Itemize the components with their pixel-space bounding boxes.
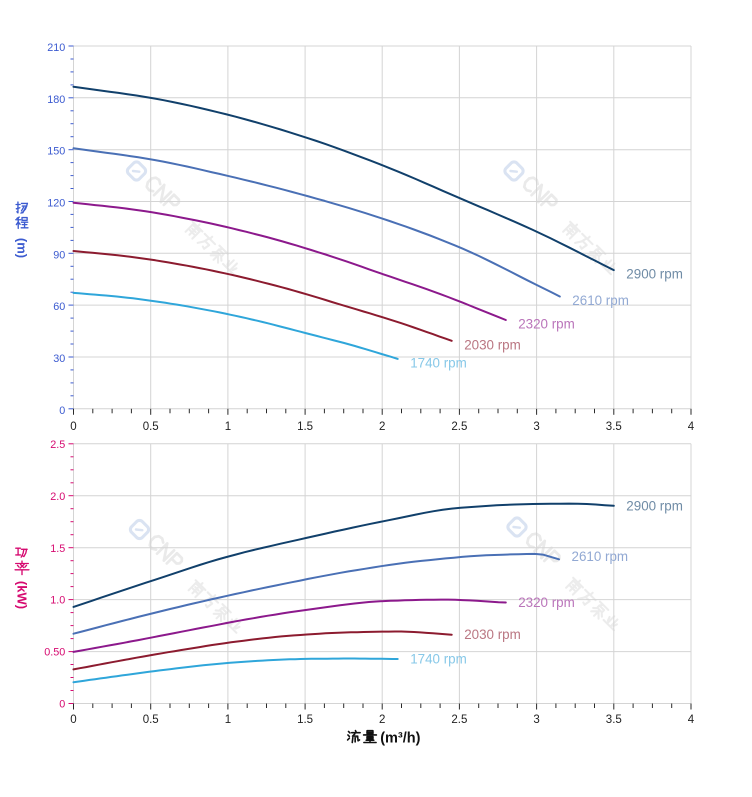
svg-text:180: 180 [47, 94, 65, 106]
svg-text:2: 2 [379, 421, 385, 433]
svg-text:0: 0 [70, 421, 76, 433]
svg-text:1: 1 [225, 421, 231, 433]
svg-text:2.0: 2.0 [50, 491, 65, 503]
svg-text:3: 3 [533, 421, 539, 433]
svg-text:3.5: 3.5 [606, 421, 622, 433]
svg-text:0: 0 [70, 714, 76, 726]
svg-text:3.5: 3.5 [606, 714, 622, 726]
svg-text:3: 3 [533, 714, 539, 726]
svg-text:1.5: 1.5 [297, 421, 313, 433]
svg-text:0.50: 0.50 [44, 647, 65, 659]
svg-text:0.5: 0.5 [143, 421, 159, 433]
svg-text:30: 30 [53, 353, 65, 365]
svg-text:60: 60 [53, 301, 65, 313]
svg-text:2: 2 [379, 714, 385, 726]
svg-text:4: 4 [688, 421, 695, 433]
svg-text:1740 rpm: 1740 rpm [410, 355, 467, 370]
svg-text:2.5: 2.5 [50, 439, 65, 451]
svg-text:2610 rpm: 2610 rpm [572, 549, 629, 564]
svg-text:1.5: 1.5 [297, 714, 313, 726]
svg-text:(m): (m) [15, 238, 30, 258]
svg-text:2.5: 2.5 [451, 714, 467, 726]
svg-text:2320 rpm: 2320 rpm [518, 317, 575, 332]
svg-text:1.5: 1.5 [50, 543, 65, 555]
svg-text:2030 rpm: 2030 rpm [464, 627, 521, 642]
svg-text:150: 150 [47, 146, 65, 158]
svg-text:0: 0 [59, 699, 65, 711]
svg-text:(kW): (kW) [15, 581, 30, 609]
svg-text:4: 4 [688, 714, 695, 726]
svg-text:1: 1 [225, 714, 231, 726]
svg-text:1740 rpm: 1740 rpm [410, 652, 467, 667]
svg-text:90: 90 [53, 249, 65, 261]
svg-text:120: 120 [47, 198, 65, 210]
svg-text:2900 rpm: 2900 rpm [626, 498, 683, 513]
svg-text:(m³/h): (m³/h) [380, 730, 420, 746]
svg-text:210: 210 [47, 42, 65, 54]
svg-text:1.0: 1.0 [50, 595, 65, 607]
svg-text:0: 0 [59, 405, 65, 417]
svg-text:2320 rpm: 2320 rpm [518, 595, 575, 610]
svg-text:2.5: 2.5 [451, 421, 467, 433]
svg-text:0.5: 0.5 [143, 714, 159, 726]
svg-text:2610 rpm: 2610 rpm [572, 293, 629, 308]
svg-text:2030 rpm: 2030 rpm [464, 337, 521, 352]
svg-text:2900 rpm: 2900 rpm [626, 267, 683, 282]
